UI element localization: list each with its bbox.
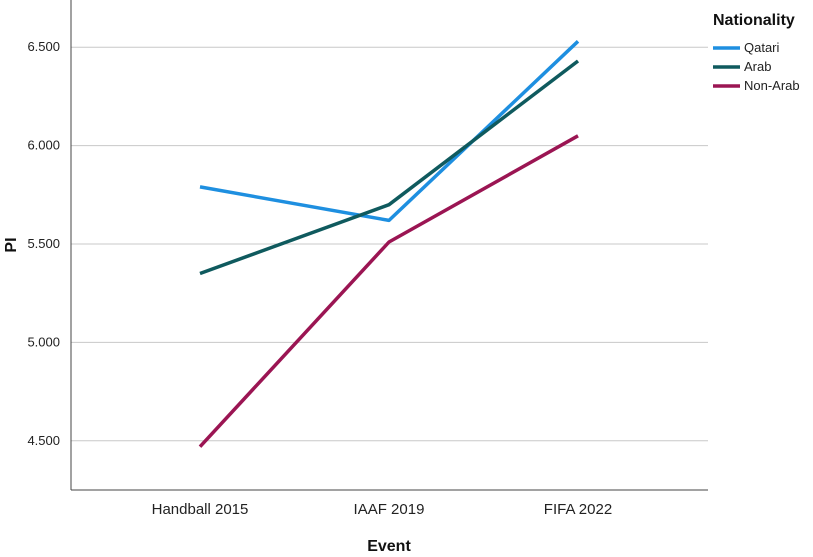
y-tick-label: 4.500 (27, 433, 60, 448)
x-tick-label: FIFA 2022 (544, 501, 612, 518)
series-line-qatari (199, 40, 580, 223)
legend-label-arab: Arab (744, 59, 771, 74)
y-axis-title: PI (3, 237, 20, 252)
series-line-arab (199, 59, 580, 276)
x-tick-label: Handball 2015 (152, 501, 249, 518)
x-axis-title: Event (367, 538, 411, 555)
x-tick-label: IAAF 2019 (354, 501, 425, 518)
legend-title: Nationality (713, 12, 795, 29)
y-tick-label: 5.000 (27, 334, 60, 349)
y-tick-labels: 4.500 5.000 5.500 6.000 6.500 (27, 39, 60, 448)
y-tick-label: 5.500 (27, 236, 60, 251)
x-tick-labels: Handball 2015 IAAF 2019 FIFA 2022 (152, 501, 613, 518)
y-tick-label: 6.500 (27, 39, 60, 54)
axes (70, 0, 708, 491)
y-tick-label: 6.000 (27, 138, 60, 153)
series-line-non-arab (198, 134, 579, 448)
legend-label-qatari: Qatari (744, 40, 780, 55)
series-lines (198, 40, 580, 448)
legend-items: Qatari Arab Non-Arab (713, 40, 800, 93)
legend-label-non-arab: Non-Arab (744, 78, 800, 93)
legend: Nationality Qatari Arab Non-Arab (713, 12, 800, 93)
